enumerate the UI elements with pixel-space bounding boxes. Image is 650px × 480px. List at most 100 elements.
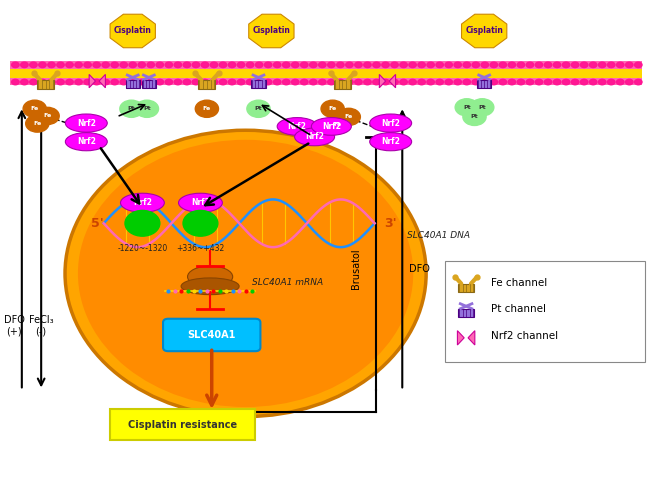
Circle shape (192, 79, 200, 85)
Circle shape (183, 62, 190, 68)
Circle shape (490, 79, 498, 85)
Text: Nrf2: Nrf2 (77, 119, 96, 128)
Text: -1220~-1320: -1220~-1320 (117, 244, 168, 253)
Circle shape (472, 62, 480, 68)
Circle shape (129, 79, 136, 85)
Text: Pt: Pt (463, 105, 471, 110)
Circle shape (382, 79, 389, 85)
FancyBboxPatch shape (163, 319, 261, 351)
Circle shape (571, 62, 579, 68)
FancyBboxPatch shape (252, 80, 266, 88)
Circle shape (39, 62, 46, 68)
Ellipse shape (179, 193, 222, 212)
Text: Fe: Fe (203, 106, 211, 111)
Ellipse shape (120, 193, 164, 212)
Polygon shape (99, 74, 105, 88)
Circle shape (120, 79, 127, 85)
Circle shape (418, 62, 425, 68)
Circle shape (427, 79, 434, 85)
Circle shape (355, 62, 362, 68)
Circle shape (625, 79, 633, 85)
Circle shape (12, 79, 19, 85)
Text: Cisplatin: Cisplatin (465, 26, 503, 36)
FancyBboxPatch shape (125, 80, 140, 88)
Circle shape (47, 79, 55, 85)
Circle shape (517, 62, 525, 68)
Text: Fe: Fe (44, 113, 52, 119)
Text: Nrf2: Nrf2 (382, 137, 400, 146)
Circle shape (454, 79, 462, 85)
Circle shape (472, 79, 480, 85)
Circle shape (455, 99, 478, 116)
Circle shape (174, 62, 181, 68)
Circle shape (346, 79, 353, 85)
Circle shape (26, 115, 49, 132)
Circle shape (321, 100, 345, 117)
Circle shape (246, 79, 254, 85)
Text: Nrf2: Nrf2 (322, 122, 341, 131)
Circle shape (93, 79, 100, 85)
Circle shape (544, 62, 552, 68)
Circle shape (255, 79, 263, 85)
Text: SLC40A1 mRNA: SLC40A1 mRNA (252, 278, 323, 288)
FancyBboxPatch shape (477, 80, 491, 88)
Circle shape (580, 79, 588, 85)
Circle shape (147, 79, 155, 85)
Ellipse shape (370, 114, 411, 132)
Circle shape (517, 79, 525, 85)
Circle shape (265, 62, 272, 68)
Circle shape (409, 62, 417, 68)
FancyBboxPatch shape (445, 262, 645, 362)
Circle shape (436, 79, 443, 85)
Circle shape (138, 79, 146, 85)
Circle shape (156, 79, 164, 85)
Circle shape (309, 62, 317, 68)
Circle shape (66, 79, 73, 85)
Circle shape (247, 100, 270, 117)
Circle shape (535, 79, 543, 85)
Circle shape (291, 79, 299, 85)
Circle shape (202, 79, 209, 85)
Circle shape (490, 62, 498, 68)
Circle shape (228, 79, 236, 85)
Circle shape (590, 79, 597, 85)
Circle shape (445, 62, 452, 68)
Circle shape (400, 79, 408, 85)
Circle shape (571, 79, 579, 85)
Circle shape (337, 108, 360, 125)
Polygon shape (458, 331, 464, 345)
Circle shape (120, 62, 127, 68)
Text: 5': 5' (91, 217, 103, 230)
Circle shape (246, 62, 254, 68)
Circle shape (274, 62, 281, 68)
FancyBboxPatch shape (458, 284, 474, 291)
Circle shape (57, 79, 64, 85)
Ellipse shape (66, 132, 107, 151)
Text: Fe: Fe (31, 106, 39, 111)
Circle shape (183, 79, 190, 85)
Text: Pt: Pt (255, 106, 263, 111)
Circle shape (23, 100, 46, 117)
Text: Pt channel: Pt channel (491, 304, 545, 314)
Text: Nrf2: Nrf2 (288, 122, 307, 131)
Circle shape (210, 62, 218, 68)
Circle shape (291, 62, 299, 68)
Circle shape (326, 116, 350, 133)
Circle shape (111, 79, 118, 85)
Circle shape (445, 79, 452, 85)
Circle shape (463, 108, 486, 125)
Ellipse shape (66, 114, 107, 132)
Text: Pt: Pt (127, 106, 135, 111)
Circle shape (463, 62, 471, 68)
Circle shape (481, 62, 489, 68)
Circle shape (625, 62, 633, 68)
Circle shape (228, 62, 236, 68)
FancyBboxPatch shape (334, 80, 351, 89)
Text: Nrf2: Nrf2 (305, 132, 324, 142)
Ellipse shape (277, 118, 317, 135)
Circle shape (102, 62, 109, 68)
Text: Nrf2 channel: Nrf2 channel (491, 331, 558, 341)
Ellipse shape (65, 130, 426, 417)
Circle shape (328, 79, 335, 85)
Circle shape (409, 79, 417, 85)
